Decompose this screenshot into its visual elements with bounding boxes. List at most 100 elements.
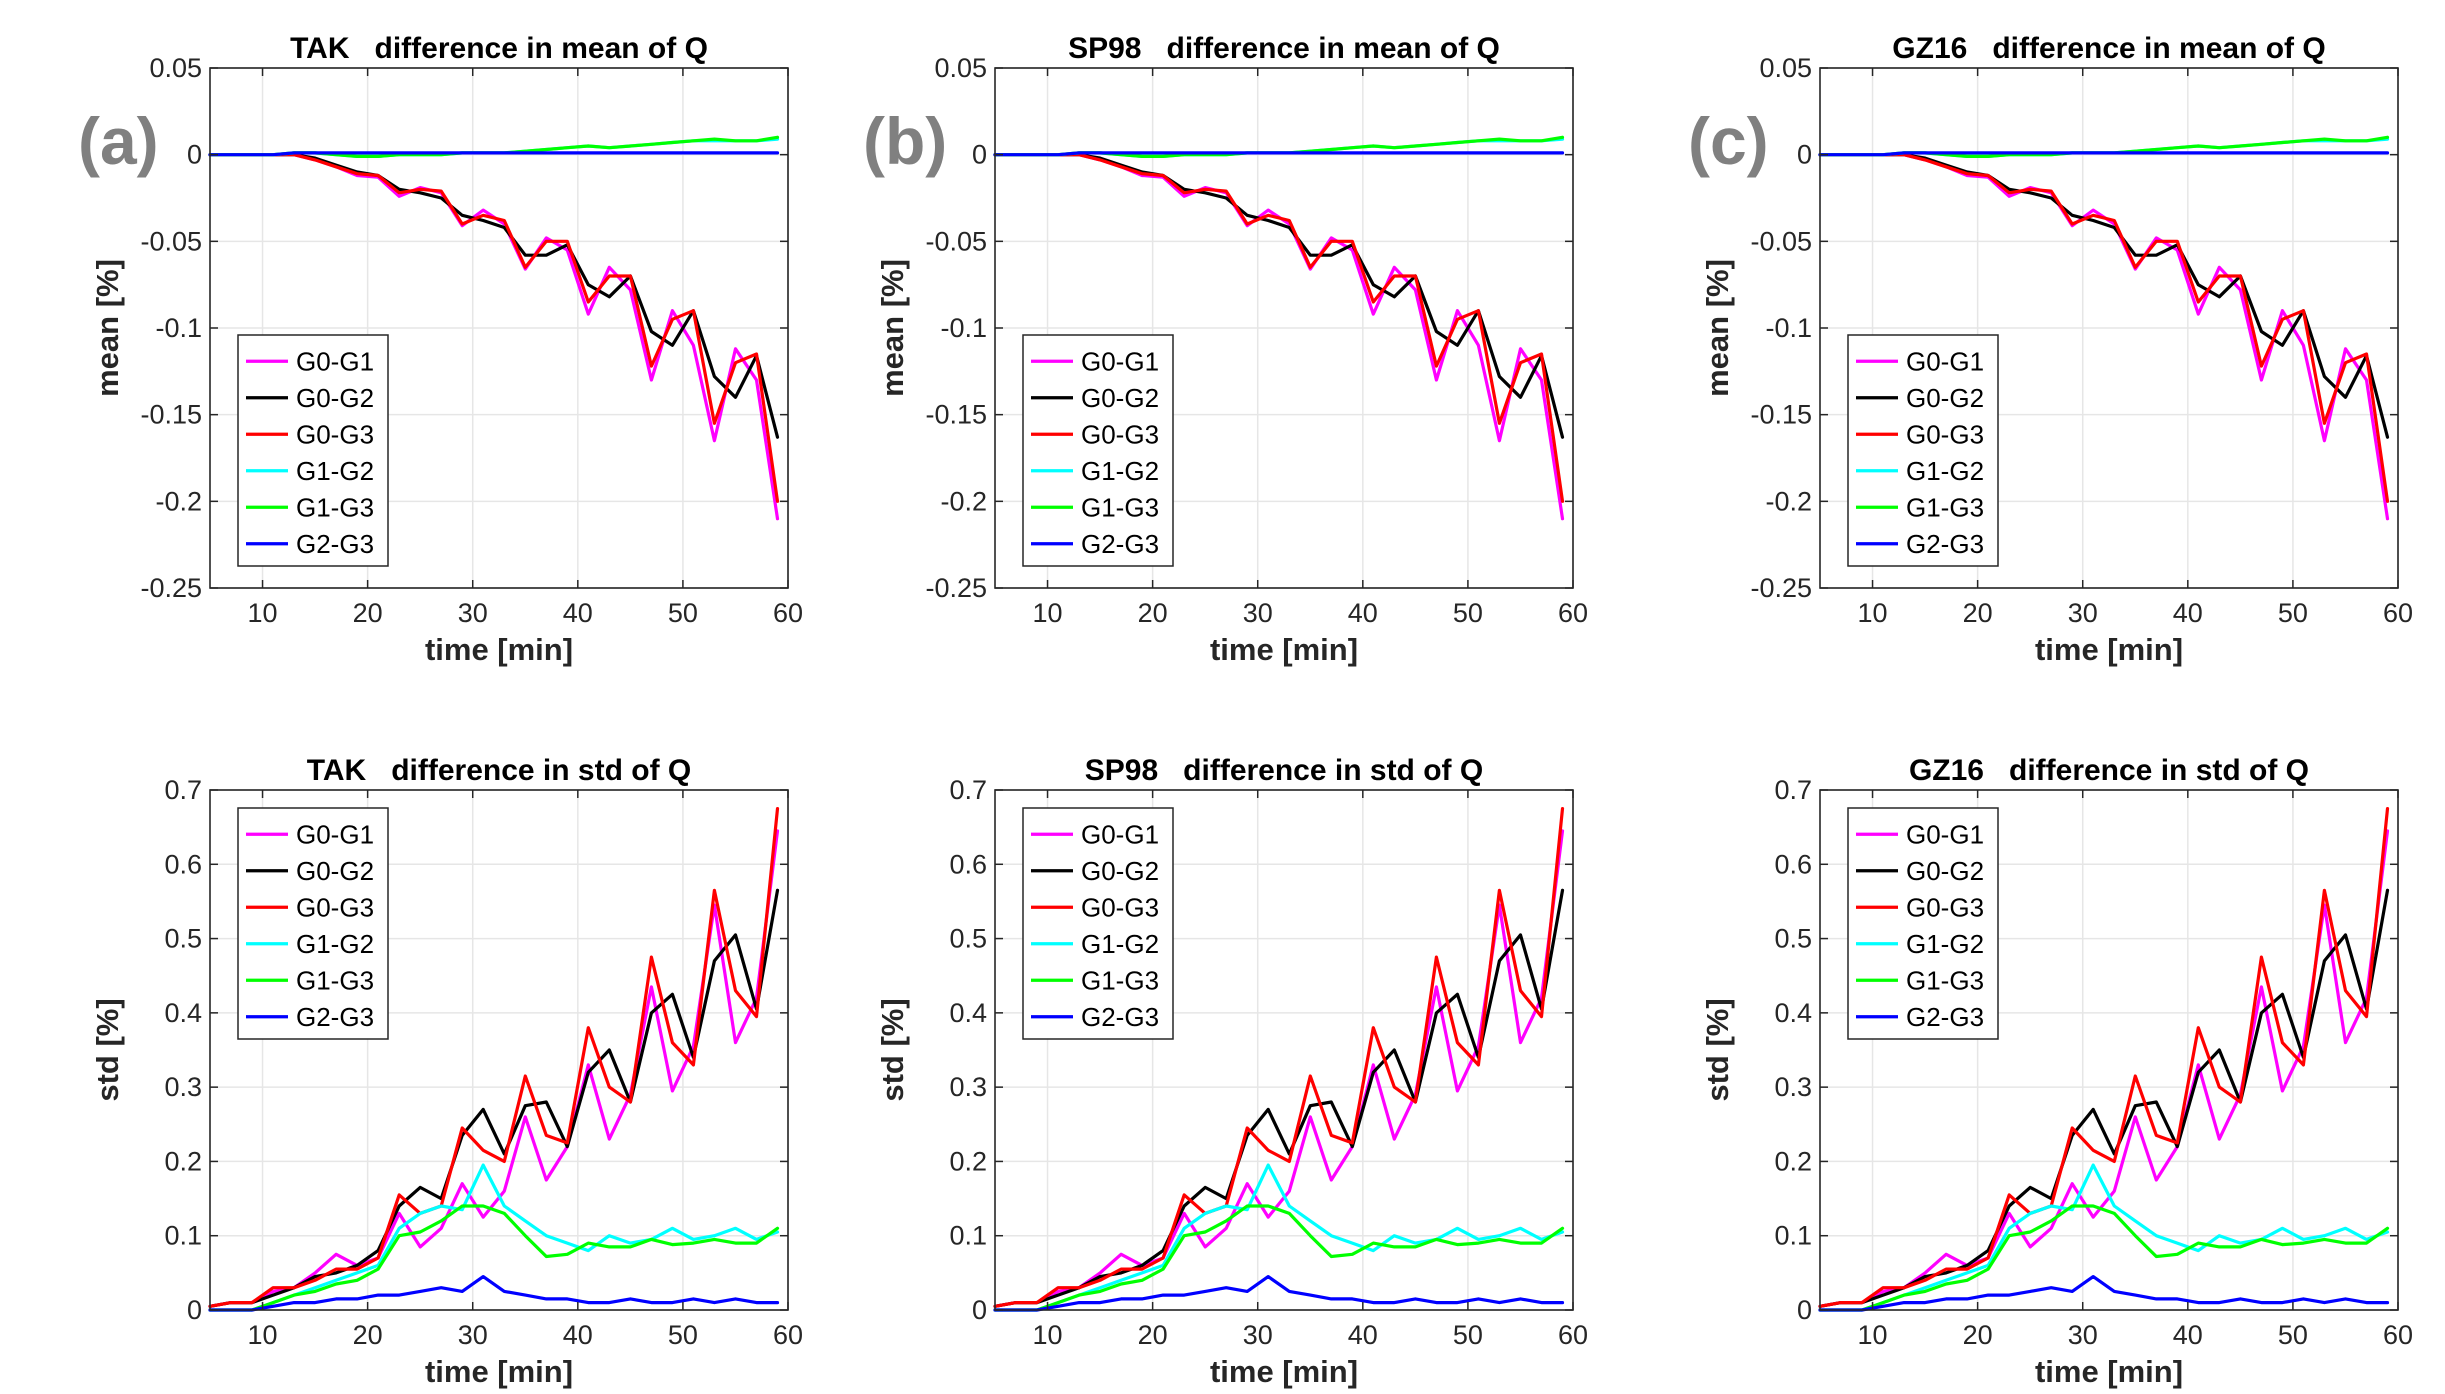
y-axis-label: std [%] — [90, 998, 125, 1101]
legend-entry-label: G1-G2 — [1081, 456, 1159, 486]
legend-entry-label: G1-G3 — [296, 965, 374, 995]
x-tick-label: 60 — [1558, 598, 1588, 628]
y-axis-label: std [%] — [875, 998, 910, 1101]
y-tick-label: 0.1 — [1774, 1221, 1812, 1251]
series-line-g1-g2 — [1818, 1163, 2390, 1312]
series-line-g0-g3 — [208, 806, 780, 1308]
y-tick-label: 0.7 — [1774, 775, 1812, 805]
chart-title: SP98 difference in std of Q — [1085, 754, 1483, 787]
y-tick-label: -0.1 — [1765, 313, 1812, 343]
y-tick-label: 0.5 — [1774, 924, 1812, 954]
y-tick-label: -0.15 — [925, 400, 987, 430]
y-tick-label: 0.2 — [164, 1146, 202, 1176]
legend-entry-label: G0-G1 — [1906, 819, 1984, 849]
y-tick-label: -0.2 — [940, 486, 987, 516]
y-axis-label: mean [%] — [875, 259, 910, 397]
legend-entry-label: G2-G3 — [1081, 529, 1159, 559]
y-tick-label: -0.25 — [1750, 573, 1812, 603]
series-line-g0-g3 — [1818, 806, 2390, 1308]
x-tick-label: 20 — [353, 1320, 383, 1350]
legend-box — [237, 807, 389, 1040]
legend-entry-label: G0-G3 — [1081, 419, 1159, 449]
chart-panel-2: 10 20 30 40 50 60 -0.25 -0.2 -0.15 -0.1 -0.05 0 0.05… — [863, 32, 1588, 667]
x-tick-label: 20 — [353, 598, 383, 628]
y-tick-label: 0.4 — [164, 998, 202, 1028]
legend-entry-label: G0-G3 — [1081, 892, 1159, 922]
y-tick-label: 0.3 — [949, 1072, 987, 1102]
series-line-g0-g2 — [208, 888, 780, 1308]
legend-entry-label: G0-G3 — [1906, 892, 1984, 922]
series-line-g0-g1 — [208, 829, 780, 1308]
legend-box — [1847, 807, 1999, 1040]
legend-entry-label: G1-G2 — [296, 929, 374, 959]
x-tick-label: 30 — [458, 1320, 488, 1350]
series-line-g1-g3 — [1818, 1204, 2390, 1312]
chart-title: GZ16 difference in std of Q — [1909, 754, 2309, 787]
x-tick-label: 60 — [2383, 1320, 2413, 1350]
series-line-g0-g1 — [1818, 829, 2390, 1308]
y-tick-label: 0.4 — [1774, 998, 1812, 1028]
series-line-g2-g3 — [208, 151, 780, 157]
chart-panel-5: 10 20 30 40 50 60 0 0.1 0.2 0.3 0.4 0.5 0.6 0.7 SP98 d… — [875, 754, 1588, 1389]
y-tick-label: -0.15 — [1750, 400, 1812, 430]
series-line-g0-g1 — [993, 829, 1565, 1308]
legend: G0-G1 G0-G2 G0-G3 G1-G2 G1-G3 G2-G3 — [237, 334, 389, 567]
x-tick-label: 50 — [668, 598, 698, 628]
x-tick-label: 50 — [2278, 598, 2308, 628]
x-tick-label: 40 — [2173, 1320, 2203, 1350]
y-tick-label: -0.05 — [140, 226, 202, 256]
y-tick-label: -0.2 — [1765, 486, 1812, 516]
legend-entry-label: G2-G3 — [1906, 529, 1984, 559]
y-tick-label: 0.1 — [949, 1221, 987, 1251]
legend-entry-label: G1-G3 — [1906, 492, 1984, 522]
y-tick-label: -0.25 — [140, 573, 202, 603]
legend-entry-label: G1-G2 — [1081, 929, 1159, 959]
x-tick-label: 20 — [1963, 598, 1993, 628]
legend-entry-label: G0-G1 — [1906, 346, 1984, 376]
x-tick-label: 50 — [1453, 1320, 1483, 1350]
y-tick-label: 0.6 — [1774, 849, 1812, 879]
series-line-g0-g3 — [1818, 153, 2390, 503]
x-tick-label: 10 — [248, 598, 278, 628]
legend-entry-label: G0-G1 — [296, 819, 374, 849]
x-tick-label: 40 — [1348, 1320, 1378, 1350]
legend-entry-label: G2-G3 — [296, 1002, 374, 1032]
legend-entry-label: G1-G3 — [1081, 492, 1159, 522]
x-tick-label: 50 — [2278, 1320, 2308, 1350]
y-tick-label: 0 — [187, 1295, 202, 1325]
x-tick-label: 40 — [2173, 598, 2203, 628]
series-line-g0-g2 — [1818, 888, 2390, 1308]
x-tick-label: 40 — [563, 598, 593, 628]
x-tick-label: 30 — [1243, 1320, 1273, 1350]
x-axis-label: time [min] — [2035, 1354, 2183, 1389]
series-line-g2-g3 — [1818, 1274, 2390, 1312]
y-tick-label: 0.2 — [1774, 1146, 1812, 1176]
legend-entry-label: G0-G2 — [296, 856, 374, 886]
series-line-g0-g3 — [993, 806, 1565, 1308]
y-axis-label: std [%] — [1700, 998, 1735, 1101]
series-line-g1-g3 — [993, 1204, 1565, 1312]
x-tick-label: 50 — [668, 1320, 698, 1350]
y-tick-label: 0.2 — [949, 1146, 987, 1176]
series-line-g2-g3 — [1818, 151, 2390, 157]
chart-panel-1: 10 20 30 40 50 60 -0.25 -0.2 -0.15 -0.1 -0.05 0 0.05… — [78, 32, 803, 667]
chart-title: TAK difference in std of Q — [307, 754, 691, 787]
legend-entry-label: G2-G3 — [1081, 1002, 1159, 1032]
legend-box — [237, 334, 389, 567]
series-line-g0-g2 — [993, 888, 1565, 1308]
series-line-g2-g3 — [208, 1274, 780, 1312]
y-tick-label: 0.6 — [164, 849, 202, 879]
x-axis-label: time [min] — [1210, 1354, 1358, 1389]
axes-box — [994, 789, 1574, 1311]
legend: G0-G1 G0-G2 G0-G3 G1-G2 G1-G3 G2-G3 — [1022, 807, 1174, 1040]
legend-entry-label: G1-G2 — [296, 456, 374, 486]
series-line-g1-g2 — [993, 1163, 1565, 1312]
series-line-g2-g3 — [993, 151, 1565, 157]
legend-entry-label: G0-G2 — [1081, 383, 1159, 413]
legend-entry-label: G2-G3 — [296, 529, 374, 559]
y-tick-label: 0.7 — [949, 775, 987, 805]
x-tick-label: 60 — [773, 1320, 803, 1350]
x-tick-label: 30 — [458, 598, 488, 628]
y-tick-label: -0.25 — [925, 573, 987, 603]
